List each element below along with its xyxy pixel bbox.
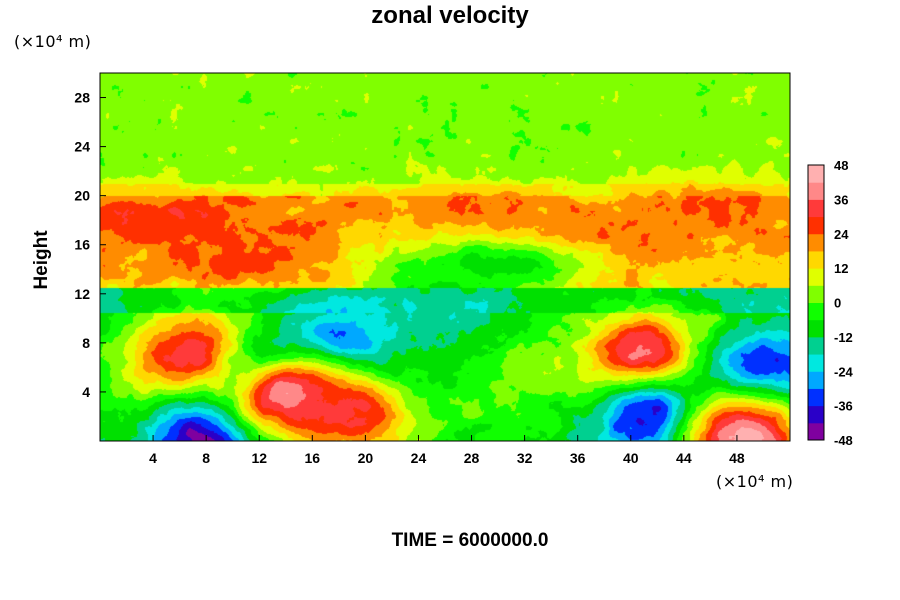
colorbar-segment [808,405,824,424]
time-label: TIME = 6000000.0 [391,530,549,551]
x-tick-label: 12 [251,450,267,466]
x-tick-label: 16 [305,450,321,466]
chart-title: zonal velocity [371,2,529,29]
x-tick-label: 20 [358,450,374,466]
colorbar-tick-label: -48 [834,433,853,448]
colorbar-segment [808,268,824,286]
colorbar-tick-label: -24 [834,364,854,379]
colorbar-segment [808,302,824,321]
colorbar-frame [807,164,825,441]
x-tick-label: 24 [411,450,427,466]
colorbar-segment [808,354,824,372]
colorbar-segment [808,371,824,389]
colorbar-tick-label: 36 [834,192,848,207]
heatmap-plot-area [100,73,790,441]
colorbar-segment [808,285,824,303]
x-tick-label: 32 [517,450,533,466]
x-tick-label: 44 [676,450,692,466]
y-tick-label: 28 [74,90,90,106]
y-ticks: 4 8 12 16 20 24 28 [74,90,106,400]
x-tick-label: 8 [202,450,210,466]
colorbar-tick-label: -36 [834,399,853,414]
y-tick-label: 8 [82,335,90,351]
x-tick-label: 28 [464,450,480,466]
x-tick-label: 4 [149,450,157,466]
colorbar-segment [808,388,824,407]
colorbar-segment [808,336,824,355]
colorbar-segment [808,165,824,183]
x-tick-label: 40 [623,450,639,466]
colorbar-segment [808,319,824,338]
y-tick-label: 24 [74,139,90,155]
y-tick-label: 16 [74,237,90,253]
colorbar-segment [808,216,824,235]
colorbar-tick-label: 24 [834,227,849,242]
colorbar-tick-label: 48 [834,158,848,173]
colorbar-tick-label: 12 [834,261,848,276]
colorbar: 48 36 24 12 0 -12 -24 -36 -48 [807,158,854,448]
plot-frame [99,72,791,442]
y-axis-unit: (×10⁴ m) [14,32,92,51]
y-tick-label: 20 [74,188,90,204]
x-tick-label: 48 [729,450,745,466]
y-tick-label: 12 [74,286,90,302]
y-tick-label: 4 [82,384,90,400]
colorbar-segment [808,233,824,252]
x-axis-unit: (×10⁴ m) [716,472,794,491]
colorbar-segment [808,250,824,269]
colorbar-segment [808,422,824,441]
colorbar-tick-label: 0 [834,296,841,311]
x-ticks: 4 8 12 16 20 24 28 32 36 40 44 48 [149,435,745,466]
colorbar-tick-label: -12 [834,330,853,345]
x-tick-label: 36 [570,450,586,466]
colorbar-segment [808,199,824,218]
colorbar-segment [808,182,824,200]
